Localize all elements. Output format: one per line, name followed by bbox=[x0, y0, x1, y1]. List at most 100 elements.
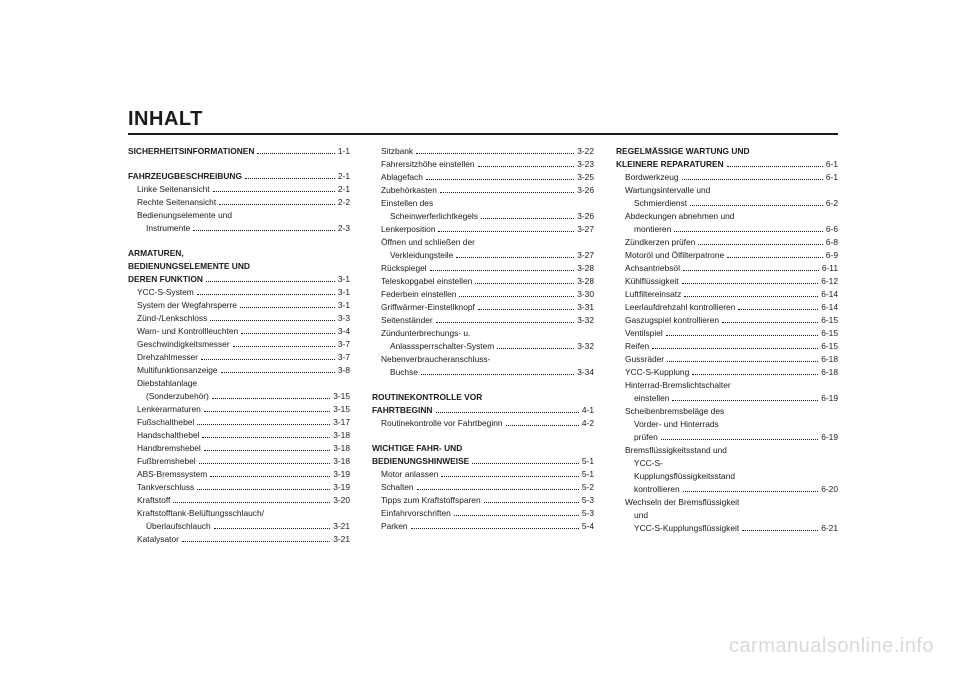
toc-label: Linke Seitenansicht bbox=[137, 183, 210, 196]
toc-row: Zündunterbrechungs- u. bbox=[372, 327, 594, 340]
toc-row: ROUTINEKONTROLLE VOR bbox=[372, 391, 594, 404]
toc-row: kontrollieren6-20 bbox=[616, 483, 838, 496]
toc-label: Einfahrvorschriften bbox=[381, 507, 451, 520]
toc-row: Rechte Seitenansicht2-2 bbox=[128, 196, 350, 209]
toc-label: Abdeckungen abnehmen und bbox=[625, 210, 734, 223]
toc-column: SICHERHEITSINFORMATIONEN1-1FAHRZEUGBESCH… bbox=[128, 145, 350, 546]
toc-row: Schmierdienst6-2 bbox=[616, 197, 838, 210]
toc-row: Zündkerzen prüfen 6-8 bbox=[616, 236, 838, 249]
toc-page-number: 6-21 bbox=[820, 522, 838, 535]
toc-leader-dots bbox=[484, 502, 579, 503]
toc-page-number: 6-9 bbox=[825, 249, 838, 262]
toc-page-number: 2-3 bbox=[337, 222, 350, 235]
toc-page-number: 3-26 bbox=[576, 210, 594, 223]
toc-row: Fußbremshebel3-18 bbox=[128, 455, 350, 468]
toc-leader-dots bbox=[478, 309, 574, 310]
toc-page-number: 2-1 bbox=[337, 183, 350, 196]
toc-row: KLEINERE REPARATUREN6-1 bbox=[616, 158, 838, 171]
toc-label: Tankverschluss bbox=[137, 481, 194, 494]
toc-leader-dots bbox=[173, 502, 330, 503]
toc-page-number: 3-27 bbox=[576, 223, 594, 236]
toc-page-number: 6-20 bbox=[820, 483, 838, 496]
toc-leader-dots bbox=[722, 322, 818, 323]
toc-row: Vorder- und Hinterrads bbox=[616, 418, 838, 431]
toc-label: Verkleidungsteile bbox=[390, 249, 453, 262]
toc-row: Kupplungsflüssigkeitsstand bbox=[616, 470, 838, 483]
toc-leader-dots bbox=[193, 230, 335, 231]
toc-row: Multifunktionsanzeige3-8 bbox=[128, 364, 350, 377]
toc-page-number: 1-1 bbox=[337, 145, 350, 158]
toc-row: REGELMÄSSIGE WARTUNG UND bbox=[616, 145, 838, 158]
toc-row: Buchse3-34 bbox=[372, 366, 594, 379]
toc-label: Katalysator bbox=[137, 533, 179, 546]
toc-label: Ablagefach bbox=[381, 171, 423, 184]
toc-row: Motor anlassen5-1 bbox=[372, 468, 594, 481]
toc-label: YCC-S-System bbox=[137, 286, 194, 299]
section-gap bbox=[372, 430, 594, 442]
toc-row: FAHRZEUGBESCHREIBUNG2-1 bbox=[128, 170, 350, 183]
toc-label: WICHTIGE FAHR- UND bbox=[372, 442, 462, 455]
toc-label: Gussräder bbox=[625, 353, 664, 366]
toc-row: Schalten 5-2 bbox=[372, 481, 594, 494]
toc-row: Einstellen des bbox=[372, 197, 594, 210]
toc-label: Zündkerzen prüfen bbox=[625, 236, 695, 249]
toc-page-number: 3-25 bbox=[576, 171, 594, 184]
toc-row: Einfahrvorschriften5-3 bbox=[372, 507, 594, 520]
toc-leader-dots bbox=[421, 374, 574, 375]
toc-row: ABS-Bremssystem3-19 bbox=[128, 468, 350, 481]
toc-leader-dots bbox=[698, 244, 823, 245]
toc-page-number: 5-3 bbox=[581, 494, 594, 507]
toc-label: Kraftstoff bbox=[137, 494, 170, 507]
toc-leader-dots bbox=[684, 296, 818, 297]
toc-row: Abdeckungen abnehmen und bbox=[616, 210, 838, 223]
toc-label: Achsantriebsöl bbox=[625, 262, 680, 275]
toc-leader-dots bbox=[212, 398, 330, 399]
toc-leader-dots bbox=[661, 439, 818, 440]
toc-leader-dots bbox=[233, 346, 335, 347]
toc-row: Ablagefach 3-25 bbox=[372, 171, 594, 184]
toc-page-number: 3-19 bbox=[332, 481, 350, 494]
toc-row: Tankverschluss 3-19 bbox=[128, 481, 350, 494]
toc-page-number: 3-18 bbox=[332, 429, 350, 442]
toc-row: prüfen6-19 bbox=[616, 431, 838, 444]
toc-page-number: 6-11 bbox=[821, 262, 838, 275]
toc-page-number: 6-1 bbox=[825, 171, 838, 184]
toc-row: und bbox=[616, 509, 838, 522]
toc-label: Fußbremshebel bbox=[137, 455, 196, 468]
toc-row: BEDIENUNGSHINWEISE5-1 bbox=[372, 455, 594, 468]
toc-row: Luftfiltereinsatz6-14 bbox=[616, 288, 838, 301]
toc-label: Bordwerkzeug bbox=[625, 171, 679, 184]
toc-page-number: 6-15 bbox=[820, 340, 838, 353]
toc-row: Routinekontrolle vor Fahrtbeginn4-2 bbox=[372, 417, 594, 430]
toc-page-number: 6-19 bbox=[820, 392, 838, 405]
toc-row: System der Wegfahrsperre3-1 bbox=[128, 299, 350, 312]
toc-page-number: 3-7 bbox=[337, 338, 350, 351]
toc-leader-dots bbox=[472, 463, 579, 464]
toc-label: einstellen bbox=[634, 392, 669, 405]
toc-label: Öffnen und schließen der bbox=[381, 236, 475, 249]
toc-label: Ventilspiel bbox=[625, 327, 663, 340]
toc-page-number: 2-1 bbox=[337, 170, 350, 183]
section-gap bbox=[128, 235, 350, 247]
toc-label: Schalten bbox=[381, 481, 414, 494]
toc-label: BEDIENUNGSELEMENTE UND bbox=[128, 260, 250, 273]
toc-row: ARMATUREN, bbox=[128, 247, 350, 260]
toc-row: Nebenverbraucheranschluss- bbox=[372, 353, 594, 366]
toc-label: Kraftstofftank-Belüftungsschlauch/ bbox=[137, 507, 264, 520]
toc-row: Scheibenbremsbeläge des bbox=[616, 405, 838, 418]
toc-row: DEREN FUNKTION3-1 bbox=[128, 273, 350, 286]
toc-label: Handbremshebel bbox=[137, 442, 201, 455]
toc-leader-dots bbox=[213, 191, 335, 192]
toc-page-number: 3-1 bbox=[337, 286, 350, 299]
toc-row: Öffnen und schließen der bbox=[372, 236, 594, 249]
toc-leader-dots bbox=[692, 374, 818, 375]
toc-label: Wechseln der Bremsflüssigkeit bbox=[625, 496, 739, 509]
toc-page-number: 6-8 bbox=[825, 236, 838, 249]
toc-label: REGELMÄSSIGE WARTUNG UND bbox=[616, 145, 750, 158]
toc-page-number: 5-2 bbox=[581, 481, 594, 494]
toc-row: Lenkerarmaturen3-15 bbox=[128, 403, 350, 416]
toc-leader-dots bbox=[201, 359, 335, 360]
toc-label: Routinekontrolle vor Fahrtbeginn bbox=[381, 417, 503, 430]
toc-label: Hinterrad-Bremslichtschalter bbox=[625, 379, 731, 392]
toc-label: Anlasssperrschalter-System bbox=[390, 340, 494, 353]
